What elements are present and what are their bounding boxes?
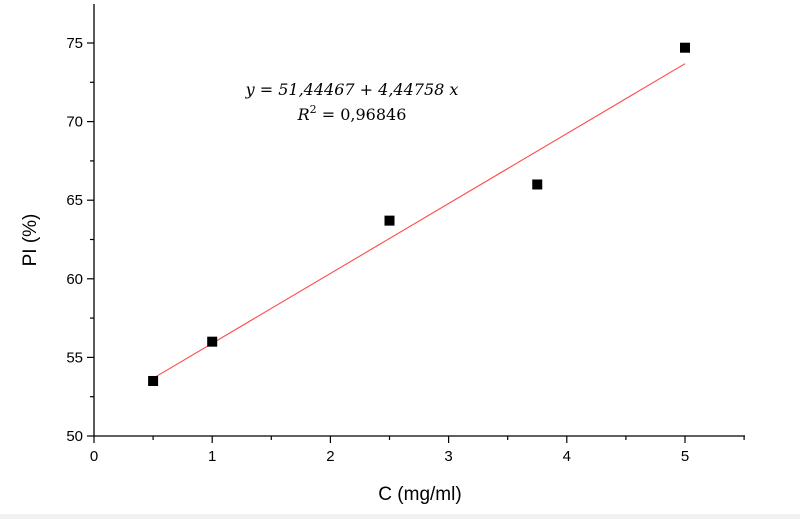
ticks [87,42,745,443]
y-tick-label: 75 [66,35,83,52]
data-point [207,336,218,347]
x-tick-label: 0 [90,448,98,465]
r2-exponent: 2 [310,103,317,116]
x-axis-title: C (mg/ml) [378,484,461,505]
y-tick-label: 50 [66,428,83,445]
r2-symbol: R [297,105,310,124]
regression-equation: y = 51,44467 + 4,44758 x [245,80,459,99]
r2-value: = 0,96846 [317,105,407,124]
axes [93,4,745,437]
x-tick-label: 4 [563,448,571,465]
y-tick-label: 55 [66,349,83,366]
x-tick-label: 1 [208,448,216,465]
x-tick-label: 3 [444,448,452,465]
bottom-strip [0,514,800,519]
data-point [384,215,395,226]
regression-line [152,63,686,379]
y-axis-title: PI (%) [20,214,41,267]
y-tick-label: 70 [66,114,83,131]
y-tick-label: 60 [66,271,83,288]
data-point [680,42,690,53]
y-tick-label: 65 [66,192,83,209]
r-squared-label: R2 = 0,96846 [297,103,407,124]
data-point [148,375,159,386]
data-point [532,179,543,190]
x-tick-label: 5 [681,448,689,465]
x-tick-label: 2 [326,448,334,465]
data-markers [148,42,690,386]
